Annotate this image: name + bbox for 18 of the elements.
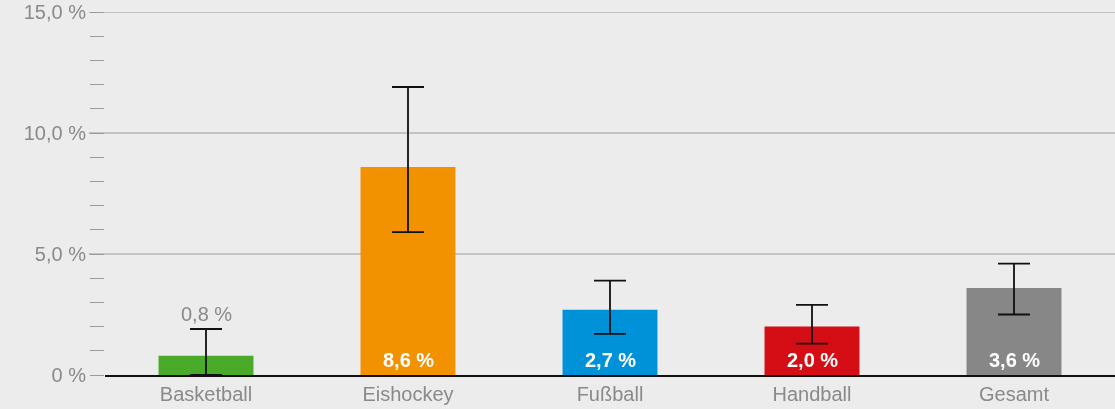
x-tick-label: Eishockey — [362, 383, 454, 405]
data-label: 8,6 % — [383, 349, 435, 371]
x-tick-label: Gesamt — [978, 383, 1050, 405]
data-label: 2,7 % — [585, 349, 637, 371]
x-tick-label: Fußball — [576, 383, 644, 405]
y-tick-label: 5,0 % — [34, 243, 87, 265]
y-tick-label: 15,0 % — [23, 1, 87, 23]
y-tick-label: 0 % — [51, 364, 87, 386]
y-tick-label: 10,0 % — [23, 122, 87, 144]
x-tick-label: Handball — [772, 383, 852, 405]
bar — [966, 287, 1062, 375]
data-label: 0,8 % — [181, 303, 233, 325]
bar — [158, 355, 254, 375]
bar — [562, 309, 658, 375]
bar — [360, 166, 456, 375]
data-label: 2,0 % — [787, 349, 839, 371]
x-tick-label: Basketball — [159, 383, 253, 405]
data-label: 3,6 % — [989, 349, 1041, 371]
